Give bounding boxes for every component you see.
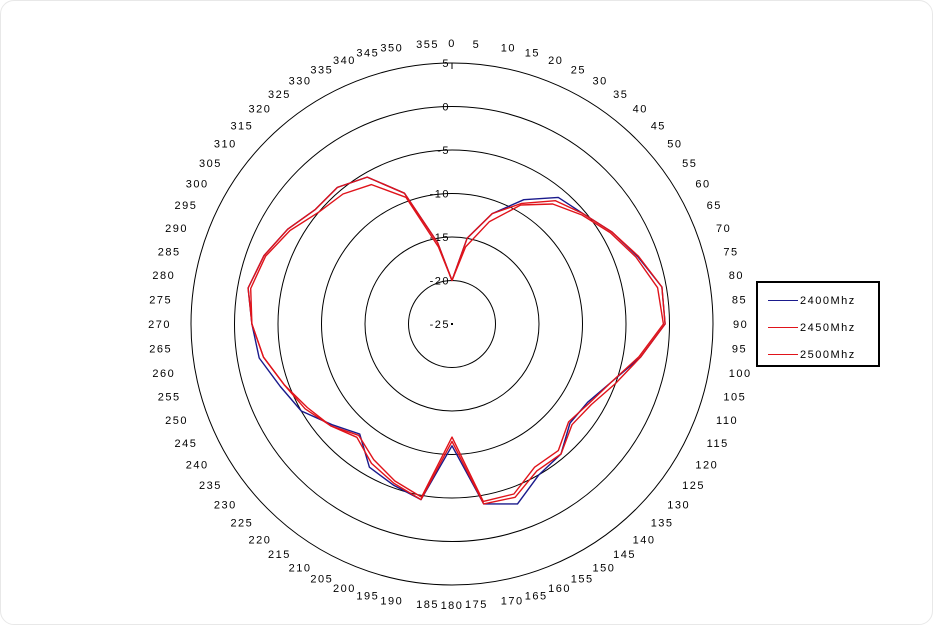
angle-tick-label: 310 [214, 138, 237, 150]
angle-tick-label: 275 [149, 295, 172, 307]
angle-tick-label: 355 [416, 39, 439, 51]
angle-tick-label: 95 [732, 343, 747, 355]
angle-tick-label: 320 [249, 104, 272, 116]
legend-swatch-1 [768, 327, 798, 328]
angle-tick-label: 60 [695, 179, 710, 191]
series-lines [248, 177, 665, 504]
angle-tick-label: 120 [695, 460, 718, 472]
angle-tick-label: 245 [174, 438, 197, 450]
angle-tick-label: 285 [158, 246, 181, 258]
angle-tick-label: 100 [729, 368, 752, 380]
angle-tick-label: 300 [186, 179, 209, 191]
angle-tick-label: 110 [716, 415, 738, 427]
angle-tick-label: 15 [525, 48, 540, 60]
angle-tick-label: 55 [682, 158, 697, 170]
angle-tick-label: 40 [633, 104, 648, 116]
angle-tick-label: 230 [214, 500, 237, 512]
radial-tick-labels: -25-20-15-10-505 [430, 58, 450, 331]
angle-tick-label: 250 [165, 415, 188, 427]
angle-tick-label: 235 [199, 480, 222, 492]
angle-tick-label: 165 [525, 590, 548, 602]
angle-tick-label: 125 [682, 480, 705, 492]
angle-tick-label: 350 [380, 42, 403, 54]
angle-tick-label: 290 [165, 223, 188, 235]
legend-label-0: 2400Mhz [800, 293, 856, 309]
legend-item-1: 2450Mhz [768, 320, 878, 336]
r-tick-label: -10 [430, 189, 450, 201]
angle-tick-label: 20 [548, 55, 563, 67]
angle-tick-label: 270 [148, 319, 171, 331]
legend-item-2: 2500Mhz [768, 347, 878, 363]
r-tick-label: 5 [442, 58, 450, 70]
angle-tick-label: 175 [465, 599, 488, 611]
angle-tick-label: 315 [230, 120, 253, 132]
angle-tick-label: 80 [729, 270, 744, 282]
r-tick-label: -5 [437, 145, 450, 157]
angle-tick-label: 280 [152, 270, 175, 282]
angle-tick-label: 325 [268, 89, 291, 101]
legend-label-1: 2450Mhz [800, 320, 856, 336]
angle-tick-label: 190 [380, 596, 403, 608]
angle-tick-label: 210 [289, 562, 312, 574]
angle-tick-label: 330 [289, 76, 312, 88]
angle-tick-label: 35 [613, 89, 628, 101]
angle-tick-label: 205 [310, 574, 333, 586]
legend-item-0: 2400Mhz [768, 293, 878, 309]
angle-tick-label: 10 [501, 42, 516, 54]
angle-tick-label: 340 [333, 55, 356, 67]
angle-tick-label: 75 [723, 246, 738, 258]
angle-tick-label: 305 [199, 158, 222, 170]
angle-tick-label: 90 [733, 319, 748, 331]
angle-tick-label: 185 [416, 599, 439, 611]
angle-tick-label: 30 [593, 76, 608, 88]
angle-tick-label: 295 [174, 200, 197, 212]
angle-tick-label: 180 [441, 600, 464, 612]
angle-tick-label: 25 [571, 64, 586, 76]
angle-tick-label: 265 [149, 343, 172, 355]
angle-tick-label: 155 [571, 574, 594, 586]
angle-tick-label: 115 [707, 438, 729, 450]
angle-tick-label: 50 [667, 138, 682, 150]
r-tick-label: 0 [442, 102, 450, 114]
angle-tick-label: 345 [356, 48, 379, 60]
angle-tick-label: 255 [158, 392, 181, 404]
angle-tick-label: 140 [633, 534, 656, 546]
angle-tick-label: 160 [548, 583, 571, 595]
angle-tick-label: 145 [613, 549, 636, 561]
r-tick-label: -25 [430, 319, 450, 331]
angle-tick-label: 240 [186, 460, 209, 472]
angle-tick-label: 195 [356, 590, 379, 602]
legend: 2400Mhz 2450Mhz 2500Mhz [756, 281, 880, 367]
angle-tick-label: 5 [473, 39, 481, 51]
angle-tick-label: 335 [310, 64, 333, 76]
angle-tick-label: 260 [152, 368, 175, 380]
angle-tick-label: 135 [651, 518, 674, 530]
angle-tick-label: 45 [651, 120, 666, 132]
angle-tick-label: 65 [707, 200, 722, 212]
center-mark [451, 323, 453, 325]
r-tick-label: -20 [430, 276, 450, 288]
angle-tick-label: 150 [593, 562, 616, 574]
angle-tick-label: 70 [716, 223, 731, 235]
angle-tick-label: 85 [732, 295, 747, 307]
legend-label-2: 2500Mhz [800, 347, 856, 363]
angle-tick-label: 105 [723, 392, 746, 404]
angle-tick-label: 200 [333, 583, 356, 595]
angle-tick-label: 0 [448, 38, 456, 50]
angle-tick-label: 130 [667, 500, 690, 512]
angle-tick-label: 170 [501, 596, 524, 608]
legend-swatch-0 [768, 300, 798, 301]
legend-swatch-2 [768, 354, 798, 355]
angle-tick-label: 225 [230, 518, 253, 530]
radial-gridlines [191, 63, 713, 585]
angle-tick-label: 215 [268, 549, 291, 561]
angle-tick-label: 220 [249, 534, 272, 546]
